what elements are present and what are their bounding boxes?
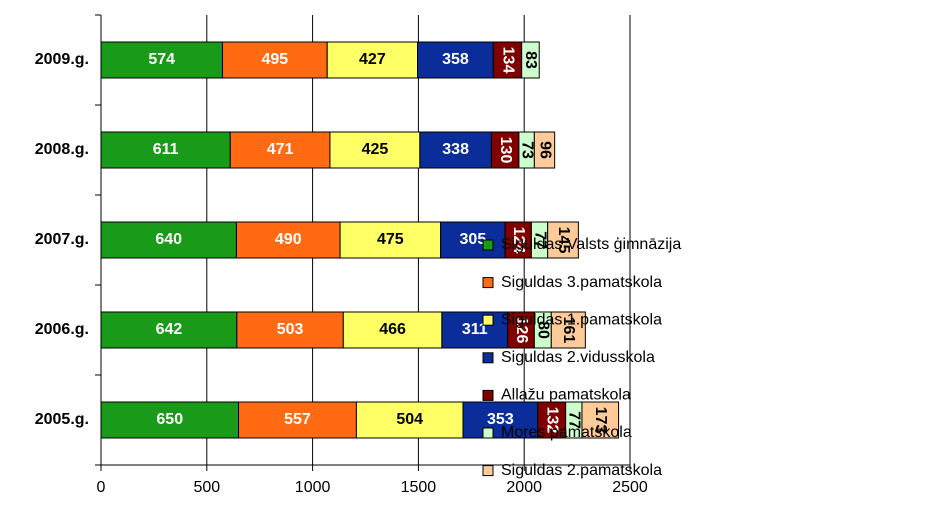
legend-swatch	[482, 314, 494, 326]
bar-segment	[419, 131, 492, 169]
data-label: 77	[531, 231, 548, 249]
data-label: 145	[555, 227, 572, 254]
bar-segment	[339, 221, 442, 259]
data-label: 80	[535, 321, 552, 339]
bar-segment	[326, 41, 419, 79]
bar-segment	[221, 41, 328, 79]
bar-segment	[355, 401, 464, 439]
data-label: 338	[442, 141, 469, 158]
bar-segment	[581, 401, 620, 439]
bar-segment	[441, 311, 509, 349]
bar-segment	[100, 401, 240, 439]
data-label: 358	[442, 51, 469, 68]
bar-segment	[100, 131, 231, 169]
data-label: 471	[267, 141, 294, 158]
legend-label: Siguldas Valsts ģimnāzija	[501, 235, 681, 253]
legend-label: Siguldas 2.pamatskola	[501, 462, 662, 479]
y-tick-label: 2006.g.	[35, 321, 89, 338]
bar-segment	[100, 41, 223, 79]
bar-segment	[329, 131, 421, 169]
legend-swatch	[482, 239, 494, 251]
data-label: 495	[261, 51, 288, 68]
data-label: 557	[284, 411, 311, 428]
data-label: 640	[155, 231, 182, 248]
data-label: 305	[460, 231, 487, 248]
legend-label: Mores pamatskola	[501, 424, 632, 441]
data-label: 490	[275, 231, 302, 248]
bar-segment	[236, 311, 344, 349]
legend-label: Allažu pamatskola	[501, 387, 631, 404]
data-label: 77	[566, 411, 583, 429]
data-label: 466	[379, 321, 406, 338]
bar-segment	[235, 221, 341, 259]
bar-segment	[521, 41, 540, 79]
bar-segment	[342, 311, 443, 349]
y-tick-label: 2005.g.	[35, 411, 89, 428]
data-label: 126	[513, 317, 530, 344]
data-label: 503	[277, 321, 304, 338]
data-label: 83	[522, 51, 539, 69]
data-label: 574	[148, 51, 175, 68]
data-label: 130	[497, 137, 514, 164]
data-label: 173	[592, 407, 609, 434]
data-label: 96	[536, 141, 553, 159]
legend-label: Siguldas 1.pamatskola	[501, 311, 662, 328]
data-label: 475	[377, 231, 404, 248]
bar-segment	[100, 311, 238, 349]
legend-swatch	[482, 389, 494, 401]
y-tick-label: 2009.g.	[35, 51, 89, 68]
x-tick-label: 500	[193, 479, 220, 496]
legend-swatch	[482, 352, 494, 364]
y-tick-label: 2008.g.	[35, 141, 89, 158]
bar-segment	[504, 221, 532, 259]
bar-segment	[238, 401, 357, 439]
data-label: 124	[510, 227, 527, 254]
x-tick-label: 2500	[612, 479, 648, 496]
y-tick-label: 2007.g.	[35, 231, 89, 248]
x-tick-label: 1000	[295, 479, 331, 496]
data-label: 134	[499, 47, 516, 74]
bar-segment	[229, 131, 331, 169]
data-label: 650	[156, 411, 183, 428]
data-label: 132	[543, 407, 560, 434]
bar-segment	[550, 311, 586, 349]
legend-swatch	[482, 427, 494, 439]
legend-label: Siguldas 2.vidusskola	[501, 349, 655, 366]
data-label: 353	[487, 411, 514, 428]
data-label: 425	[362, 141, 389, 158]
bar-segment	[507, 311, 535, 349]
data-label: 504	[396, 411, 423, 428]
legend-swatch	[482, 277, 494, 289]
x-tick-label: 0	[97, 479, 106, 496]
data-label: 311	[462, 321, 488, 338]
bar-segment	[100, 221, 237, 259]
x-tick-label: 2000	[506, 479, 542, 496]
data-label: 427	[359, 51, 386, 68]
legend-label: Siguldas 3.pamatskola	[501, 274, 662, 291]
data-label: 611	[153, 141, 179, 158]
bar-segment	[533, 131, 556, 169]
data-label: 73	[518, 141, 535, 159]
bar-segment	[547, 221, 579, 259]
data-label: 161	[560, 317, 577, 344]
data-label: 642	[156, 321, 183, 338]
legend-swatch	[482, 465, 494, 477]
x-tick-label: 1500	[401, 479, 437, 496]
